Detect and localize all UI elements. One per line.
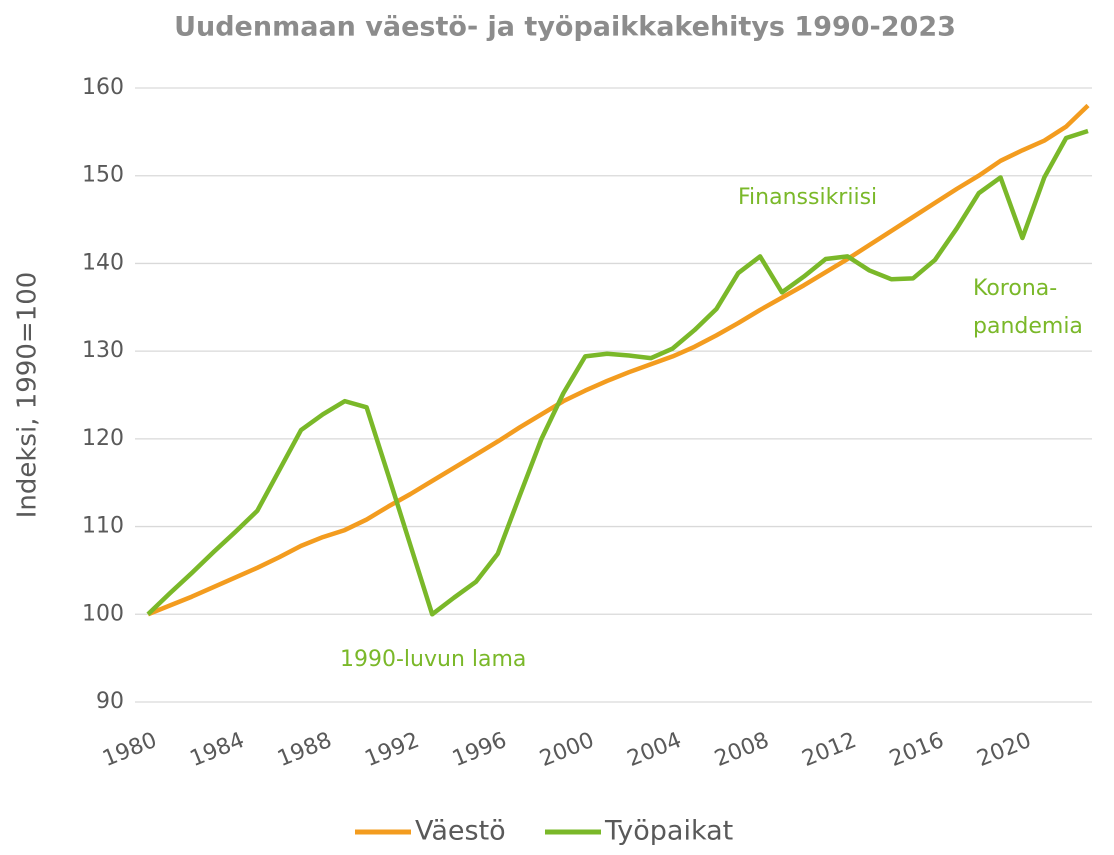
legend-label: Väestö (415, 816, 506, 847)
y-tick-label: 140 (82, 250, 124, 275)
annotation: pandemia (973, 314, 1083, 339)
legend-label: Työpaikat (604, 816, 733, 847)
y-tick-label: 160 (82, 75, 124, 100)
y-tick-label: 100 (82, 601, 124, 626)
x-tick-label: 1980 (99, 728, 160, 772)
y-axis-label: Indeksi, 1990=100 (13, 272, 43, 519)
chart-title: Uudenmaan väestö- ja työpaikkakehitys 19… (174, 12, 956, 43)
y-tick-label: 130 (82, 338, 124, 363)
annotation: 1990-luvun lama (340, 647, 526, 672)
x-tick-label: 2000 (536, 728, 597, 772)
x-tick-label: 2020 (974, 728, 1035, 772)
x-tick-label: 2008 (711, 728, 772, 772)
x-tick-label: 2012 (799, 728, 860, 772)
annotation: Korona- (973, 276, 1057, 301)
line-series (146, 128, 1089, 617)
x-tick-label: 2016 (886, 728, 947, 772)
x-tick-label: 1992 (362, 728, 423, 772)
line-series (147, 103, 1090, 617)
x-tick-label: 1996 (449, 728, 510, 772)
y-tick-label: 120 (82, 426, 124, 451)
y-tick-label: 110 (82, 514, 124, 539)
y-tick-label: 150 (82, 163, 124, 188)
x-tick-label: 1984 (187, 728, 248, 772)
annotation: Finanssikriisi (738, 185, 877, 210)
y-tick-label: 90 (96, 689, 124, 714)
x-tick-label: 2004 (624, 728, 685, 772)
x-tick-label: 1988 (274, 728, 335, 772)
